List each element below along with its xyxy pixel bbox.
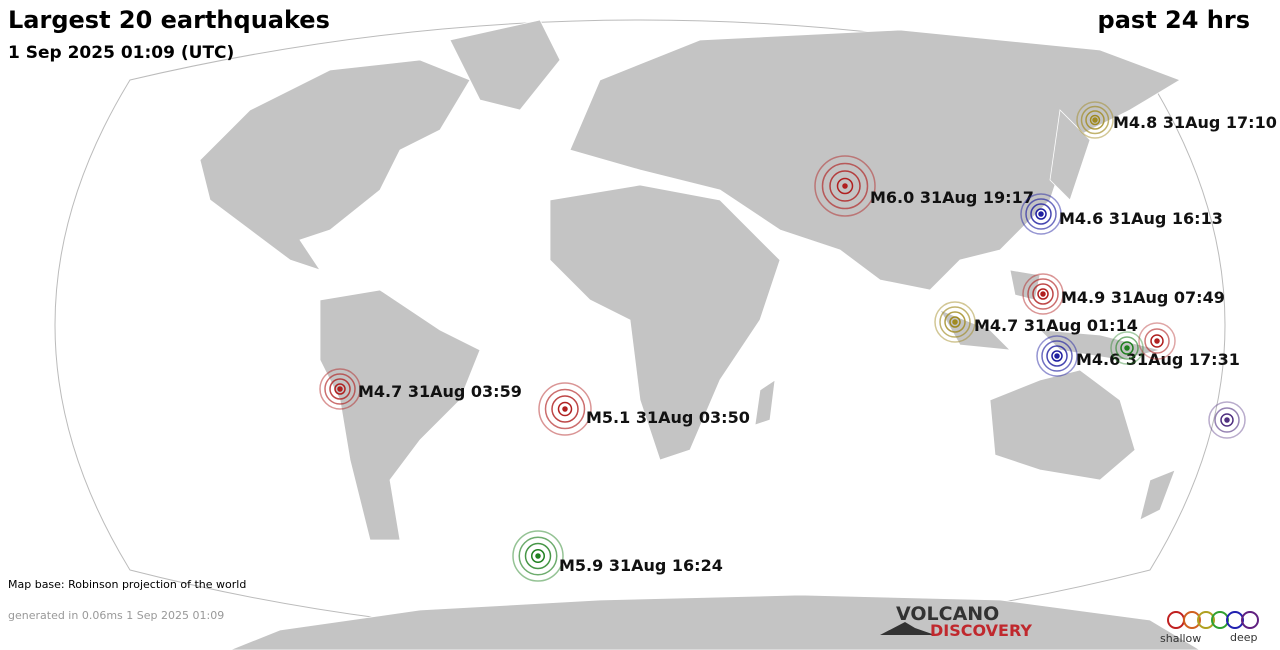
map-base: Map base: Robinson projection of the wor… <box>8 578 246 591</box>
legend: shallow deep <box>1160 611 1259 645</box>
quake-label: M4.6 31Aug 17:31 <box>1076 350 1240 369</box>
subtitle: 1 Sep 2025 01:09 (UTC) <box>8 43 234 63</box>
ring <box>538 382 592 436</box>
ring <box>512 530 564 582</box>
legend-shallow: shallow <box>1160 632 1201 645</box>
quake-label: M6.0 31Aug 19:17 <box>870 188 1034 207</box>
ring <box>829 170 861 202</box>
quake-label: M5.1 31Aug 03:50 <box>586 408 750 427</box>
ring <box>1032 283 1054 305</box>
quake-marker <box>512 530 564 582</box>
logo-line1: VOLCANO <box>896 603 999 625</box>
quake-marker <box>1020 193 1062 235</box>
center <box>1054 353 1060 359</box>
quake-label: M4.9 31Aug 07:49 <box>1061 288 1225 307</box>
ring <box>557 401 573 417</box>
ring <box>1037 288 1049 300</box>
ring <box>836 177 854 195</box>
ring <box>949 316 961 328</box>
ring <box>1036 335 1078 377</box>
ring <box>814 155 876 217</box>
period: past 24 hrs <box>1098 6 1250 34</box>
center <box>842 183 848 189</box>
ring <box>324 373 356 405</box>
center <box>1092 117 1098 123</box>
legend-deep: deep <box>1230 631 1258 644</box>
ring <box>334 383 346 395</box>
ring <box>1022 273 1064 315</box>
ring <box>821 162 869 210</box>
ring <box>329 378 351 400</box>
quake-marker <box>1076 101 1114 139</box>
center <box>952 319 958 325</box>
quake-marker <box>814 155 876 217</box>
ring <box>1046 345 1068 367</box>
ring <box>1041 340 1073 372</box>
quake-marker <box>1022 273 1064 315</box>
ring <box>1076 101 1114 139</box>
ring <box>1051 350 1063 362</box>
quake-marker <box>1036 335 1078 377</box>
logo-line2: DISCOVERY <box>930 621 1032 640</box>
center <box>337 386 343 392</box>
ring <box>1027 278 1059 310</box>
center <box>1038 211 1044 217</box>
logo: VOLCANO DISCOVERY <box>880 603 1032 640</box>
center <box>535 553 541 559</box>
ring <box>531 549 545 563</box>
generated: generated in 0.06ms 1 Sep 2025 01:09 <box>8 609 224 622</box>
ring <box>939 306 971 338</box>
ring <box>1030 203 1052 225</box>
title: Largest 20 earthquakes <box>8 6 330 34</box>
world-map <box>54 19 1226 650</box>
earthquakes: M4.8 31Aug 17:10 M6.0 31Aug 19:17 M4.6 31A… <box>319 101 1277 582</box>
quake-label: M4.8 31Aug 17:10 <box>1113 113 1277 132</box>
quake-marker <box>538 382 592 436</box>
ring <box>1085 110 1105 130</box>
quake-label: M4.6 31Aug 16:13 <box>1059 209 1223 228</box>
ring <box>551 395 579 423</box>
quake-marker <box>934 301 976 343</box>
ring <box>1025 198 1057 230</box>
ring <box>1035 208 1047 220</box>
quake-label: M4.7 31Aug 01:14 <box>974 316 1138 335</box>
ring <box>1080 105 1110 135</box>
ring <box>944 311 966 333</box>
unlabeled-quakes <box>1110 322 1246 439</box>
ring <box>934 301 976 343</box>
quake-label: M5.9 31Aug 16:24 <box>559 556 723 575</box>
ring <box>524 542 552 570</box>
ring <box>319 368 361 410</box>
center <box>562 406 568 412</box>
ring <box>544 388 586 430</box>
ring <box>1020 193 1062 235</box>
center <box>1040 291 1046 297</box>
ring <box>1089 114 1101 126</box>
ring <box>518 536 558 576</box>
quake-label: M4.7 31Aug 03:59 <box>358 382 522 401</box>
quake-marker <box>319 368 361 410</box>
